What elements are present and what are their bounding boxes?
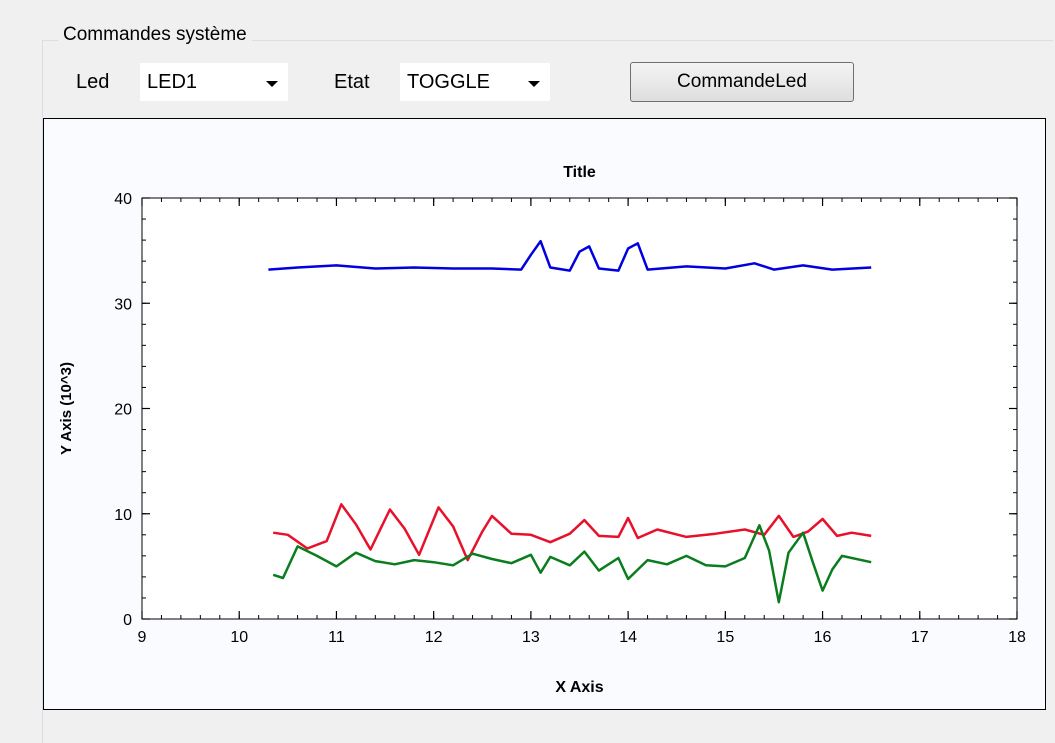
y-tick-label: 30 (114, 296, 132, 313)
led-label: Led (76, 71, 110, 93)
x-axis-label: X Axis (555, 679, 603, 696)
y-tick-label: 40 (114, 191, 132, 208)
series-line-3 (272, 524, 872, 604)
series-line-2 (273, 503, 872, 562)
x-tick-label: 13 (522, 629, 540, 646)
led-combobox[interactable]: LED1 (139, 62, 289, 102)
y-tick-label: 10 (114, 507, 132, 524)
line-chart: 9 10 11 12 13 14 15 16 17 18 0 10 20 30 40 Title X Axis Y… (58, 164, 1026, 696)
chart-title: Title (563, 164, 596, 181)
x-tick-label: 10 (230, 629, 248, 646)
chevron-down-icon[interactable] (528, 81, 540, 87)
x-tick-label: 14 (619, 629, 637, 646)
x-tick-label: 11 (328, 629, 345, 646)
x-tick-label: 9 (138, 629, 147, 646)
etat-combobox[interactable]: TOGGLE (399, 62, 551, 102)
series-line-1 (268, 239, 872, 272)
x-tick-label: 12 (425, 629, 443, 646)
y-tick-label: 0 (123, 612, 132, 629)
x-tick-label: 18 (1008, 629, 1026, 646)
etat-label: Etat (334, 71, 370, 93)
y-axis-label: Y Axis (10^3) (58, 362, 75, 455)
x-tick-label: 16 (814, 629, 832, 646)
commande-led-button[interactable]: CommandeLed (630, 62, 854, 102)
led-selected-value: LED1 (147, 71, 198, 93)
y-tick-label: 20 (114, 402, 132, 419)
etat-selected-value: TOGGLE (407, 71, 490, 93)
x-tick-label: 17 (911, 629, 929, 646)
x-tick-label: 15 (716, 629, 734, 646)
chevron-down-icon[interactable] (266, 81, 278, 87)
group-title: Commandes système (58, 24, 252, 46)
